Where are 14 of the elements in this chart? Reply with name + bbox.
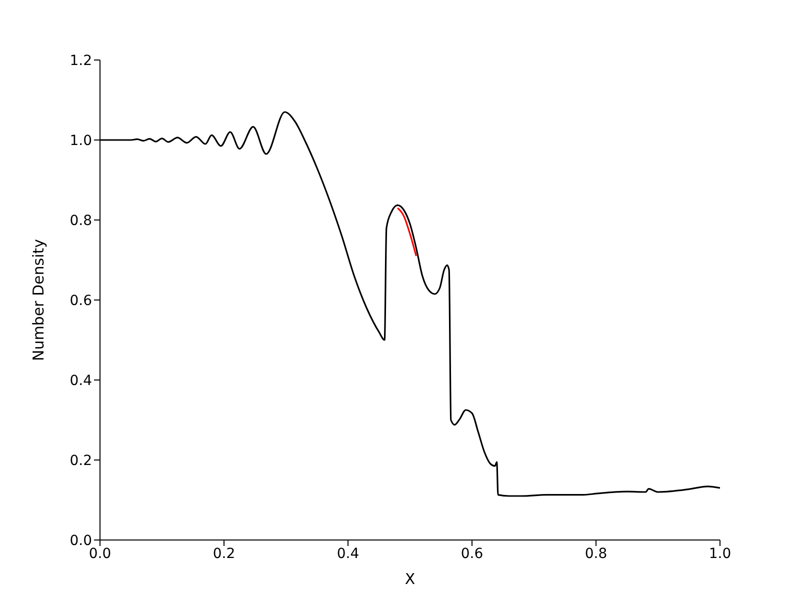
y-axis-title: Number Density [29, 238, 48, 362]
x-tick-label: 0.8 [584, 546, 608, 562]
x-tick-label: 0.6 [460, 546, 484, 562]
y-tick-label: 0.4 [70, 372, 92, 389]
y-tick-label: 0.2 [70, 452, 92, 469]
y-tick-label: 1.2 [70, 52, 92, 69]
y-tick-label: 1.0 [70, 132, 92, 149]
x-axis-title: X [404, 570, 416, 588]
line-series [396, 207, 417, 257]
x-tick-label: 0.4 [336, 546, 360, 562]
y-tick-label: 0.6 [70, 292, 92, 309]
x-tick-label: 1.0 [708, 546, 732, 562]
y-tick-label: 0.8 [70, 212, 92, 229]
x-tick-label: 0.2 [212, 546, 236, 562]
